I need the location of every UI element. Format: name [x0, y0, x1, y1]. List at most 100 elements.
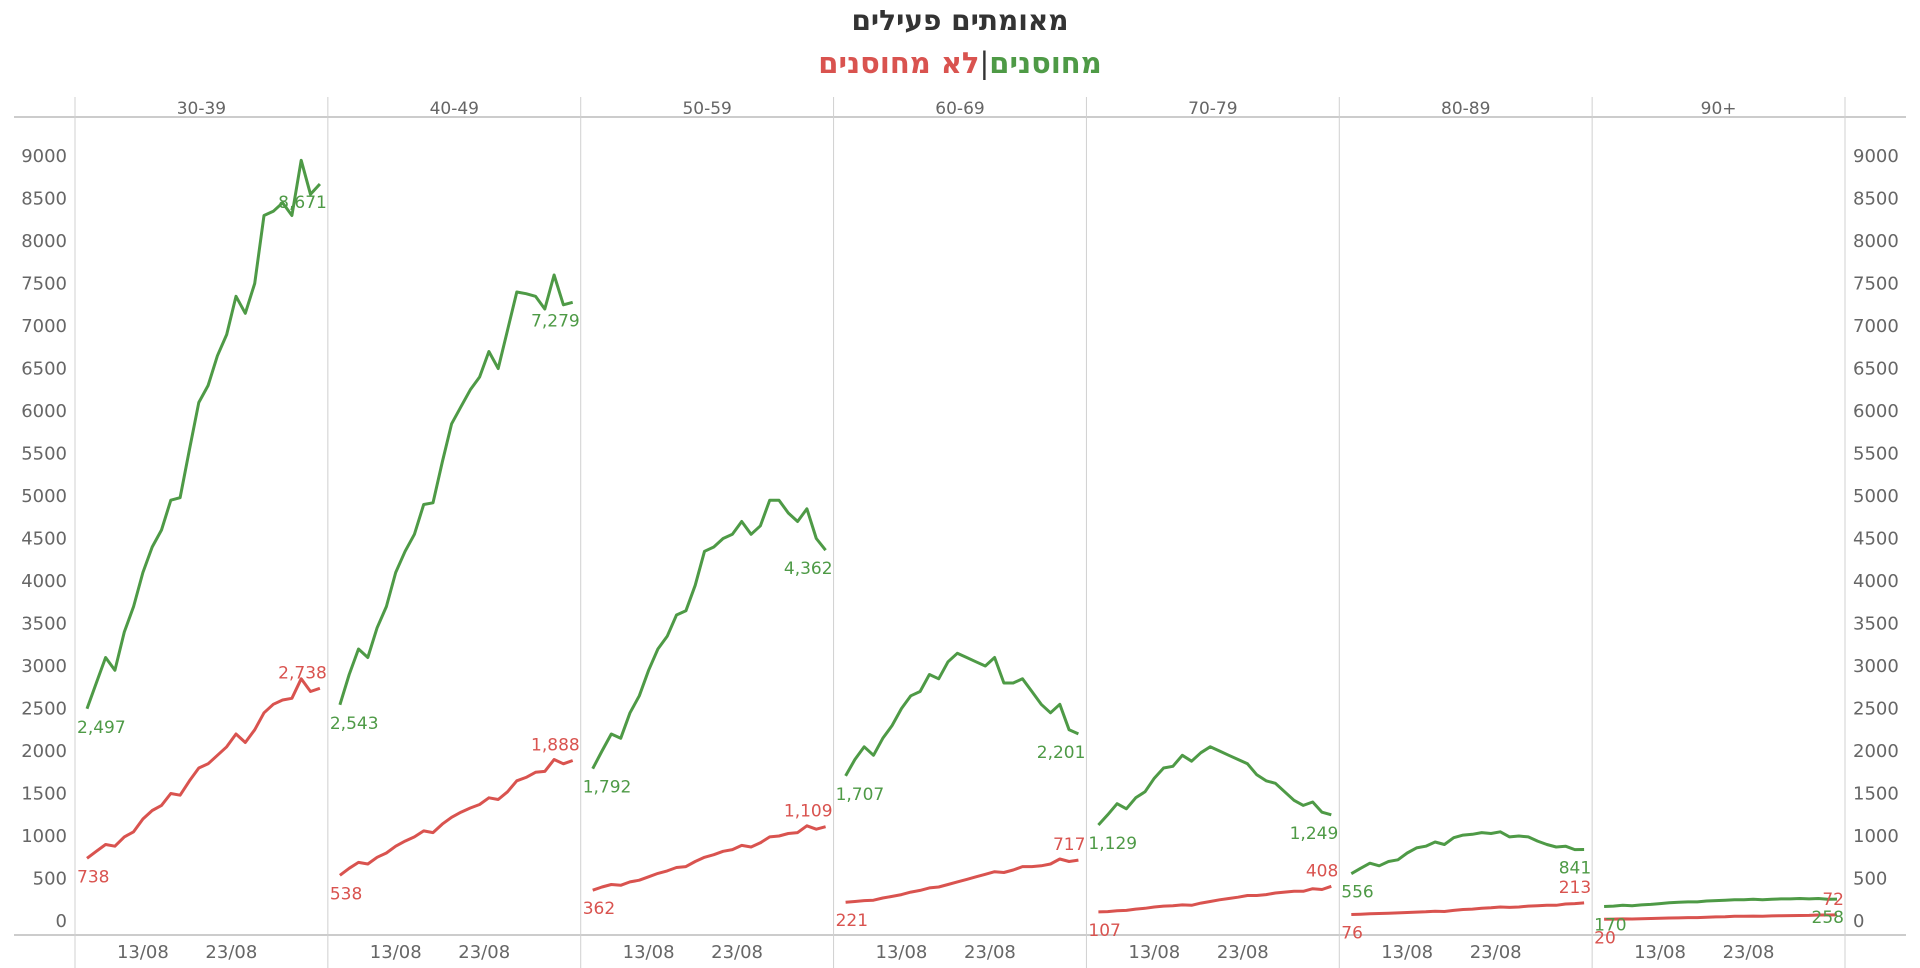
- vaccinated-start-label: 1,129: [1088, 834, 1137, 854]
- unvaccinated-line: [1604, 913, 1838, 921]
- y-tick-right: 6000: [1853, 401, 1899, 422]
- vaccinated-end-label: 7,279: [531, 311, 580, 331]
- facet-label: 40-49: [430, 99, 479, 119]
- x-tick-label: 23/08: [458, 942, 510, 963]
- unvaccinated-start-label: 362: [583, 899, 615, 919]
- unvaccinated-end-label: 1,888: [531, 736, 580, 756]
- y-tick-right: 0: [1853, 911, 1864, 932]
- y-tick-left: 6000: [21, 401, 67, 422]
- y-tick-left: 7000: [21, 316, 67, 337]
- y-tick-left: 9000: [21, 146, 67, 167]
- chart-subtitle: מחוסנים|לא מחוסנים: [0, 46, 1920, 80]
- chart-facets: 30-39 13/08 23/08 2,497 8,671 738 2,738 40-49 13…: [77, 97, 1844, 968]
- vaccinated-end-label: 2,201: [1037, 743, 1086, 763]
- vaccinated-line: [85, 158, 322, 710]
- unvaccinated-end-label: 72: [1822, 890, 1844, 910]
- facet-label: 50-59: [682, 99, 731, 119]
- vaccinated-start-label: 1,792: [583, 778, 632, 798]
- unvaccinated-end-label: 213: [1559, 878, 1591, 898]
- unvaccinated-line: [1098, 884, 1332, 914]
- y-tick-right: 3000: [1853, 656, 1899, 677]
- x-tick-label: 23/08: [1470, 942, 1522, 963]
- unvaccinated-start-label: 107: [1088, 921, 1120, 941]
- vaccinated-start-label: 2,497: [77, 718, 126, 738]
- y-tick-left: 500: [33, 869, 67, 890]
- vaccinated-end-label: 1,249: [1290, 824, 1339, 844]
- x-tick-label: 23/08: [964, 942, 1016, 963]
- vaccinated-end-label: 4,362: [784, 559, 833, 579]
- vaccinated-start-label: 556: [1341, 883, 1373, 903]
- vaccinated-line: [591, 498, 827, 770]
- vaccinated-start-label: 2,543: [330, 714, 379, 734]
- unvaccinated-end-label: 2,738: [278, 663, 327, 683]
- vaccinated-line: [1097, 745, 1332, 827]
- y-tick-right: 2000: [1853, 741, 1899, 762]
- y-tick-right: 4500: [1853, 529, 1899, 550]
- vaccinated-line: [1350, 830, 1585, 875]
- y-tick-right: 1000: [1853, 826, 1899, 847]
- unvaccinated-line: [86, 677, 321, 860]
- facet-70-79: 70-79 13/08 23/08 1,129 1,249 107 408: [1085, 97, 1339, 968]
- unvaccinated-line: [845, 857, 1079, 904]
- facet-label: 80-89: [1441, 99, 1490, 119]
- y-tick-right: 1500: [1853, 784, 1899, 805]
- y-tick-right: 3500: [1853, 614, 1899, 635]
- x-tick-label: 13/08: [1634, 942, 1686, 963]
- vaccinated-line: [844, 651, 1080, 777]
- y-tick-left: 2000: [21, 741, 67, 762]
- y-tick-left: 8500: [21, 189, 67, 210]
- y-tick-right: 5000: [1853, 486, 1899, 507]
- y-tick-left: 6500: [21, 359, 67, 380]
- x-tick-label: 23/08: [711, 942, 763, 963]
- y-tick-right: 7000: [1853, 316, 1899, 337]
- unvaccinated-start-label: 221: [836, 911, 868, 931]
- unvaccinated-end-label: 408: [1306, 861, 1338, 881]
- y-tick-left: 8000: [21, 231, 67, 252]
- unvaccinated-start-label: 20: [1594, 928, 1616, 948]
- x-tick-label: 13/08: [623, 942, 675, 963]
- facet-30-39: 30-39 13/08 23/08 2,497 8,671 738 2,738: [77, 99, 327, 963]
- unvaccinated-line: [338, 758, 574, 877]
- y-tick-left: 7500: [21, 274, 67, 295]
- x-tick-label: 13/08: [1128, 942, 1180, 963]
- vaccinated-line: [1604, 897, 1838, 908]
- y-tick-right: 6500: [1853, 359, 1899, 380]
- x-tick-label: 13/08: [876, 942, 928, 963]
- y-tick-right: 4000: [1853, 571, 1899, 592]
- x-tick-label: 13/08: [117, 942, 169, 963]
- facet-90+: 90+ 13/08 23/08 170 258 20 72: [1591, 97, 1844, 968]
- y-tick-right: 8500: [1853, 189, 1899, 210]
- x-tick-label: 23/08: [1217, 942, 1269, 963]
- facet-label: 30-39: [177, 99, 226, 119]
- y-tick-left: 4000: [21, 571, 67, 592]
- unvaccinated-line: [592, 824, 826, 892]
- vaccinated-end-label: 8,671: [278, 193, 327, 213]
- unvaccinated-end-label: 1,109: [784, 802, 833, 822]
- unvaccinated-start-label: 76: [1341, 924, 1363, 944]
- facet-label: 60-69: [935, 99, 984, 119]
- y-tick-left: 0: [56, 911, 67, 932]
- chart-axes: 0 0 500 500 1000 1000 1500 1500 2000 2000 2500 2500…: [14, 97, 1906, 968]
- facet-label: 70-79: [1188, 99, 1237, 119]
- x-tick-label: 23/08: [205, 942, 257, 963]
- y-tick-left: 3500: [21, 614, 67, 635]
- legend-unvaccinated: לא מחוסנים: [818, 46, 980, 80]
- legend-separator: |: [979, 46, 990, 80]
- facet-40-49: 40-49 13/08 23/08 2,543 7,279 538 1,888: [327, 97, 580, 968]
- facet-label: 90+: [1701, 99, 1737, 119]
- y-tick-left: 2500: [21, 699, 67, 720]
- facet-60-69: 60-69 13/08 23/08 1,707 2,201 221 717: [833, 97, 1086, 968]
- unvaccinated-start-label: 538: [330, 884, 362, 904]
- vaccinated-end-label: 841: [1559, 859, 1591, 879]
- vaccinated-start-label: 1,707: [836, 785, 885, 805]
- y-tick-right: 5500: [1853, 444, 1899, 465]
- vaccinated-start-label: 170: [1594, 916, 1626, 936]
- y-tick-left: 5500: [21, 444, 67, 465]
- y-tick-right: 7500: [1853, 274, 1899, 295]
- y-tick-left: 3000: [21, 656, 67, 677]
- unvaccinated-line: [1351, 901, 1585, 916]
- vaccinated-end-label: 258: [1812, 908, 1844, 928]
- vaccinated-line: [338, 273, 574, 706]
- chart-title: מאומתים פעילים: [851, 4, 1069, 37]
- unvaccinated-end-label: 717: [1053, 835, 1085, 855]
